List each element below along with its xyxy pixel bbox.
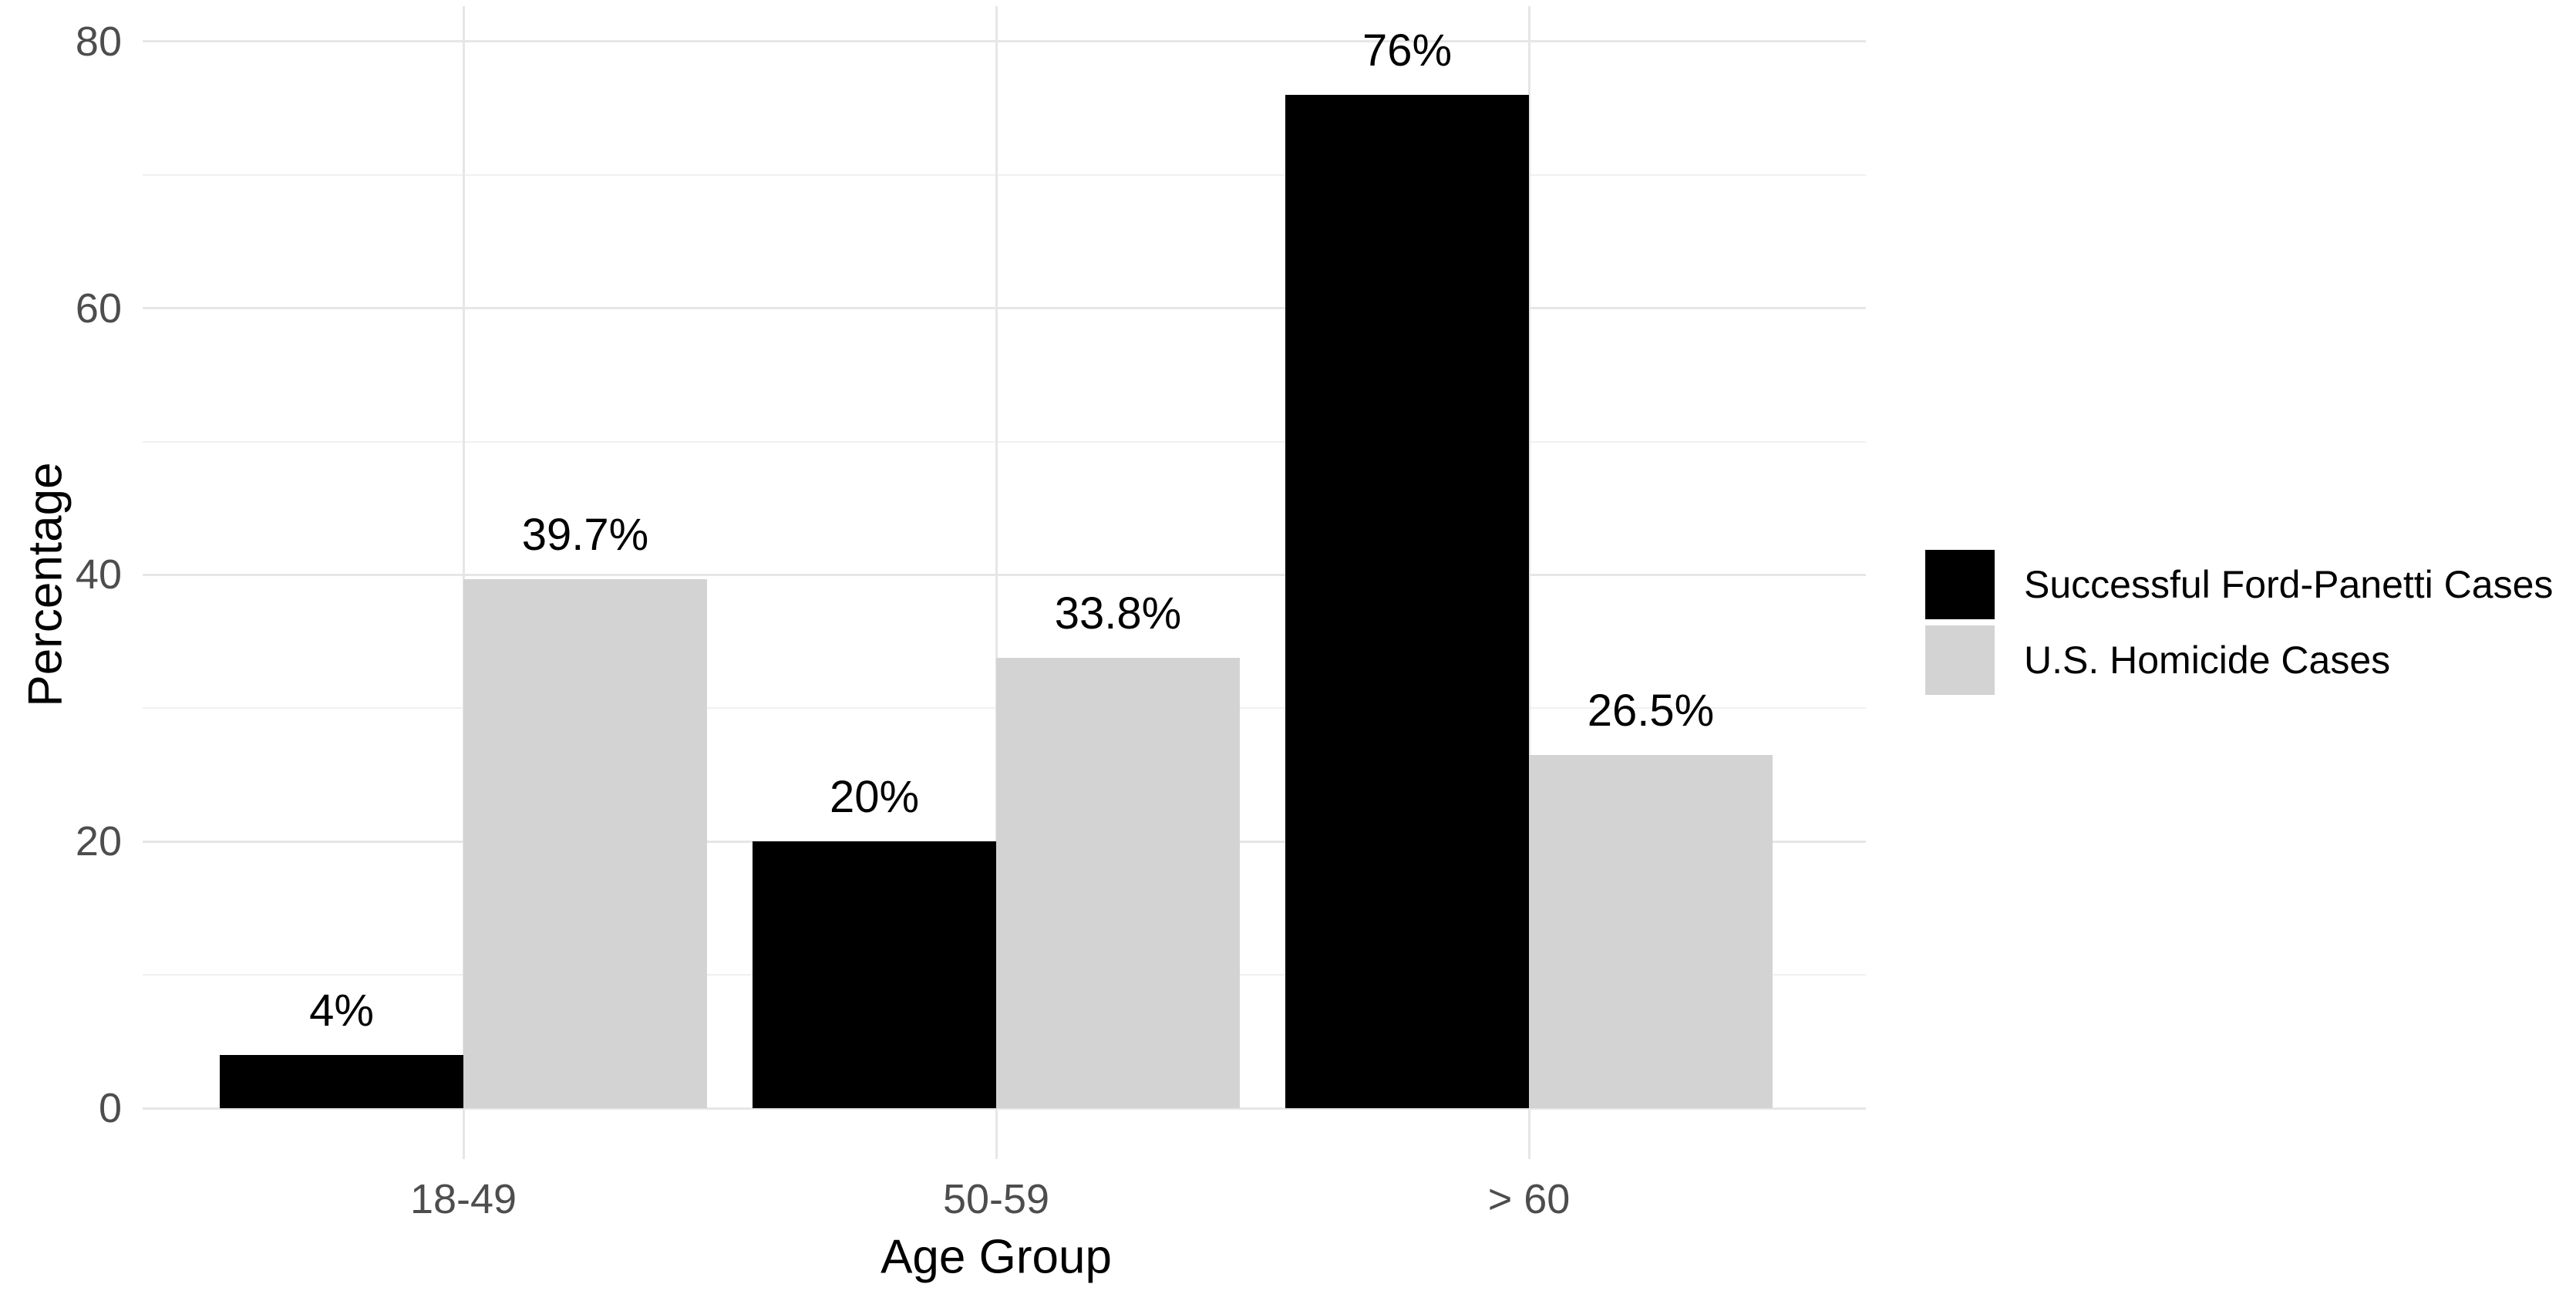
y-tick-label: 60 — [75, 285, 122, 332]
y-tick-label: 20 — [75, 818, 122, 865]
gridline-major — [143, 573, 1866, 576]
gridline-vertical — [1527, 6, 1530, 1159]
gridline-major — [143, 1107, 1866, 1110]
bar-value-label: 39.7% — [521, 509, 649, 560]
bar — [1285, 94, 1529, 1108]
legend-label: U.S. Homicide Cases — [2024, 639, 2391, 682]
y-axis-title: Percentage — [19, 462, 72, 707]
x-tick-label: > 60 — [1487, 1176, 1571, 1222]
gridline-major — [143, 40, 1866, 43]
y-tick-label: 40 — [75, 551, 122, 598]
bar — [463, 578, 707, 1108]
legend-item: Successful Ford-Panetti Cases — [1925, 550, 2553, 619]
legend: Successful Ford-Panetti Cases U.S. Homic… — [1925, 550, 2553, 695]
gridline-major — [143, 307, 1866, 310]
bar — [753, 841, 996, 1108]
y-tick-label: 80 — [75, 18, 122, 65]
y-tick-label: 0 — [98, 1085, 122, 1131]
bar — [996, 657, 1240, 1108]
legend-swatch-black-icon — [1925, 550, 1995, 619]
legend-label: Successful Ford-Panetti Cases — [2024, 563, 2554, 606]
bar — [220, 1054, 463, 1108]
legend-item: U.S. Homicide Cases — [1925, 625, 2553, 695]
bar-value-label: 33.8% — [1054, 588, 1182, 639]
bar — [1529, 754, 1773, 1108]
x-tick-label: 50-59 — [942, 1176, 1050, 1222]
gridline-minor — [143, 174, 1866, 176]
x-axis-title: Age Group — [881, 1230, 1112, 1284]
bar-value-label: 20% — [829, 772, 920, 823]
legend-swatch-gray-icon — [1925, 625, 1995, 695]
bar-value-label: 26.5% — [1587, 685, 1715, 736]
x-tick-label: 18-49 — [409, 1176, 517, 1222]
gridline-minor — [143, 440, 1866, 443]
bar-value-label: 76% — [1362, 25, 1453, 76]
bar-value-label: 4% — [309, 985, 374, 1036]
gridline-vertical — [995, 6, 998, 1159]
